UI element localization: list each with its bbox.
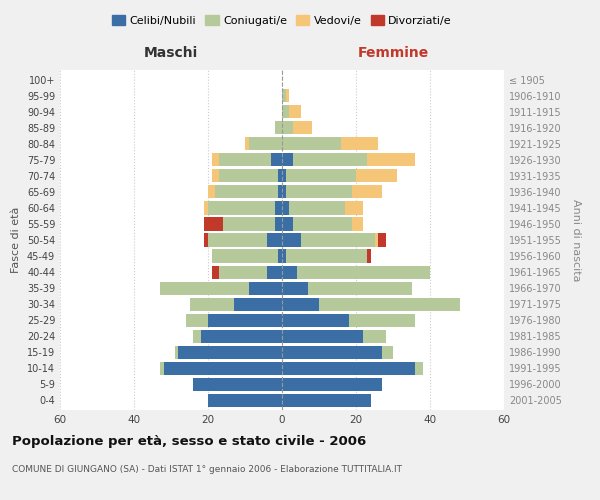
Bar <box>190 298 234 310</box>
Bar <box>367 153 415 166</box>
Bar <box>178 346 282 359</box>
Bar <box>160 282 249 294</box>
Bar <box>282 250 286 262</box>
Bar <box>208 186 215 198</box>
Bar <box>349 314 415 327</box>
Bar <box>275 202 282 214</box>
Bar <box>212 153 219 166</box>
Bar <box>175 346 178 359</box>
Bar <box>282 330 364 343</box>
Bar <box>282 234 301 246</box>
Bar <box>308 282 412 294</box>
Bar <box>282 89 286 102</box>
Text: COMUNE DI GIUNGANO (SA) - Dati ISTAT 1° gennaio 2006 - Elaborazione TUTTITALIA.I: COMUNE DI GIUNGANO (SA) - Dati ISTAT 1° … <box>12 465 402 474</box>
Bar <box>282 202 289 214</box>
Bar <box>234 298 282 310</box>
Bar <box>282 346 382 359</box>
Bar <box>286 186 352 198</box>
Bar <box>219 153 271 166</box>
Bar <box>249 282 282 294</box>
Legend: Celibi/Nubili, Coniugati/e, Vedovi/e, Divorziati/e: Celibi/Nubili, Coniugati/e, Vedovi/e, Di… <box>107 11 457 30</box>
Text: Femmine: Femmine <box>358 46 428 60</box>
Bar <box>160 362 164 375</box>
Bar <box>278 170 282 182</box>
Bar <box>367 250 371 262</box>
Bar <box>186 314 208 327</box>
Bar <box>282 378 382 391</box>
Bar <box>204 202 208 214</box>
Bar <box>282 282 308 294</box>
Bar <box>208 234 267 246</box>
Bar <box>278 186 282 198</box>
Bar <box>364 330 386 343</box>
Bar <box>378 234 386 246</box>
Bar <box>289 202 345 214</box>
Text: Maschi: Maschi <box>144 46 198 60</box>
Bar <box>282 266 297 278</box>
Bar <box>208 394 282 407</box>
Bar <box>282 394 371 407</box>
Bar <box>341 137 378 150</box>
Bar <box>319 298 460 310</box>
Bar <box>219 170 278 182</box>
Bar <box>282 105 289 118</box>
Bar <box>271 153 282 166</box>
Bar <box>345 202 364 214</box>
Bar <box>275 218 282 230</box>
Bar <box>282 314 349 327</box>
Bar <box>286 89 289 102</box>
Y-axis label: Anni di nascita: Anni di nascita <box>571 198 581 281</box>
Bar <box>297 266 430 278</box>
Bar <box>356 170 397 182</box>
Text: Popolazione per età, sesso e stato civile - 2006: Popolazione per età, sesso e stato civil… <box>12 435 366 448</box>
Bar <box>282 298 319 310</box>
Bar <box>352 218 364 230</box>
Bar <box>282 362 415 375</box>
Bar <box>204 218 223 230</box>
Bar <box>293 218 352 230</box>
Bar <box>267 266 282 278</box>
Bar <box>193 378 282 391</box>
Bar <box>293 153 367 166</box>
Bar <box>200 330 282 343</box>
Bar <box>208 202 275 214</box>
Bar <box>215 186 278 198</box>
Bar <box>282 137 341 150</box>
Bar <box>249 137 282 150</box>
Bar <box>208 314 282 327</box>
Bar <box>282 186 286 198</box>
Bar <box>278 250 282 262</box>
Bar <box>374 234 378 246</box>
Bar <box>382 346 393 359</box>
Bar <box>415 362 422 375</box>
Bar <box>223 218 275 230</box>
Bar <box>289 105 301 118</box>
Bar <box>245 137 249 150</box>
Bar <box>267 234 282 246</box>
Bar <box>286 250 367 262</box>
Bar <box>275 121 282 134</box>
Bar <box>282 218 293 230</box>
Bar <box>212 170 219 182</box>
Bar <box>212 266 219 278</box>
Bar <box>204 234 208 246</box>
Bar <box>293 121 311 134</box>
Bar <box>282 170 286 182</box>
Y-axis label: Fasce di età: Fasce di età <box>11 207 21 273</box>
Bar <box>282 121 293 134</box>
Bar <box>282 153 293 166</box>
Bar <box>286 170 356 182</box>
Bar <box>219 266 267 278</box>
Bar <box>193 330 200 343</box>
Bar <box>352 186 382 198</box>
Bar <box>212 250 278 262</box>
Bar <box>164 362 282 375</box>
Bar <box>301 234 374 246</box>
